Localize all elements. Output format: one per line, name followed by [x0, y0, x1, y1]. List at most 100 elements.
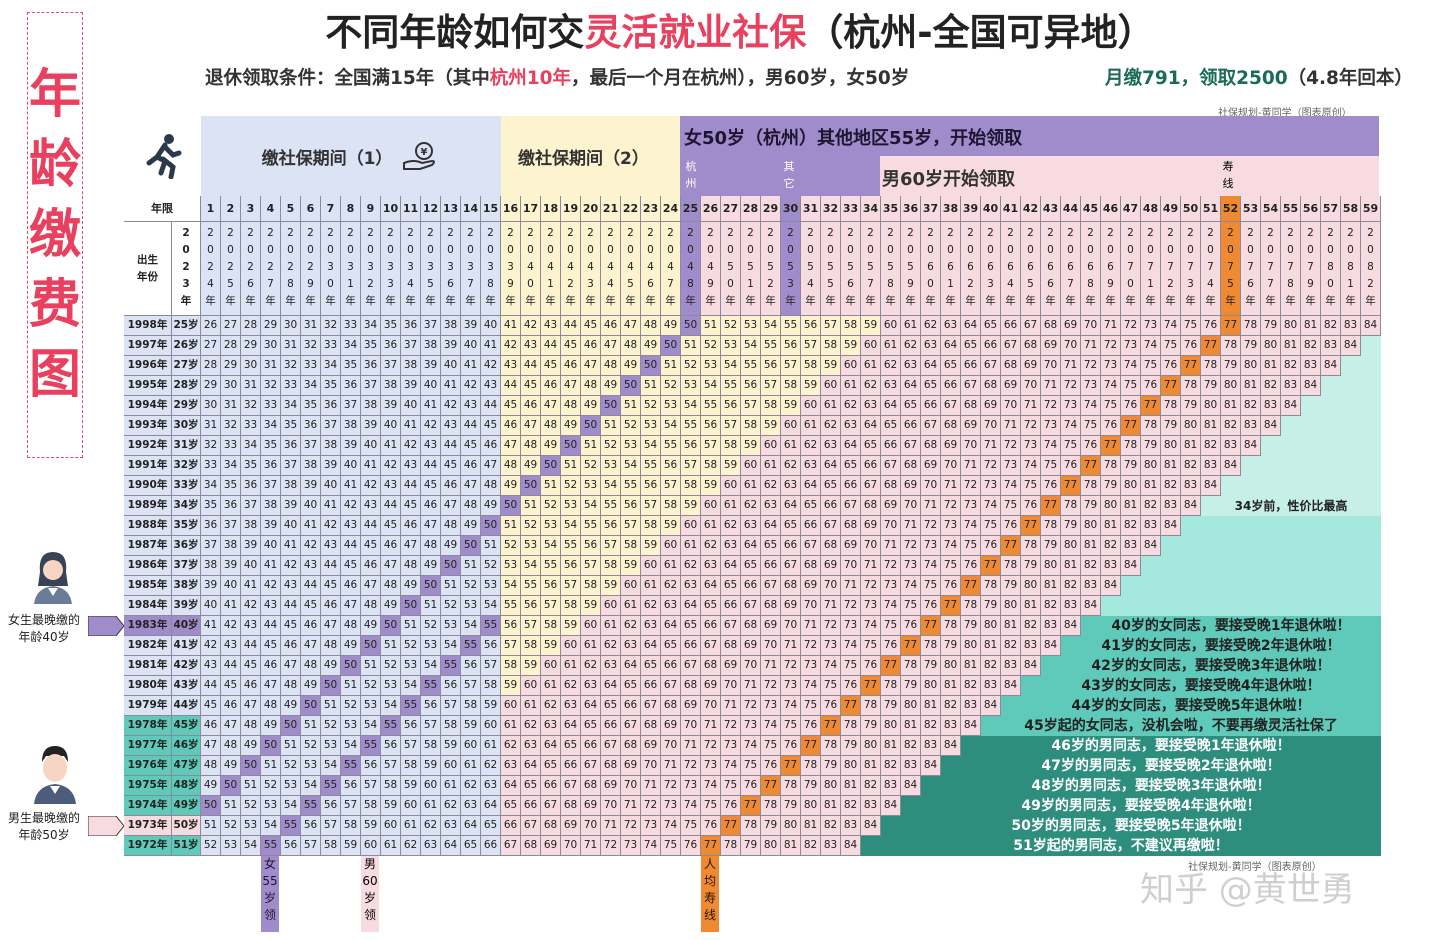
calendar-year-char: 年: [1165, 295, 1176, 307]
age-cell: 48: [401, 556, 421, 576]
age-cell: 56: [741, 376, 761, 396]
year-count: 4: [261, 196, 281, 222]
age-cell: 57: [321, 816, 341, 836]
fill-band: [881, 816, 1381, 836]
age-cell: 74: [1101, 376, 1121, 396]
age-cell: 51: [541, 476, 561, 496]
age-cell: 58: [761, 396, 781, 416]
age-cell: 60: [681, 516, 701, 536]
fill-band: [981, 716, 1381, 736]
age-cell: 48: [461, 496, 481, 516]
age-cell: 50: [441, 556, 461, 576]
age-cell: 53: [381, 676, 401, 696]
age-cell: 52: [501, 536, 521, 556]
age-cell: 39: [441, 336, 461, 356]
birth-year-label: 1992年: [124, 436, 172, 456]
age-cell: 45: [201, 696, 221, 716]
age-cell: 62: [741, 496, 761, 516]
age-cell: 48: [561, 396, 581, 416]
age-cell: 65: [621, 676, 641, 696]
age-cell: 55: [761, 336, 781, 356]
age-cell: 61: [801, 416, 821, 436]
age-cell: 70: [1061, 336, 1081, 356]
age-cell: 82: [961, 676, 981, 696]
age-cell: 76: [1101, 416, 1121, 436]
age-cell: 61: [841, 376, 861, 396]
calendar-year-char: 3: [407, 261, 414, 273]
calendar-year-char: 年: [1025, 295, 1036, 307]
age-cell: 62: [801, 436, 821, 456]
age-cell: 78: [781, 776, 801, 796]
calendar-year-char: 5: [1227, 278, 1234, 290]
calendar-year-char: 2: [1167, 278, 1174, 290]
age-cell: 69: [701, 676, 721, 696]
age-cell: 83: [981, 676, 1001, 696]
age-cell: 76: [781, 736, 801, 756]
age-label: 41岁: [172, 636, 201, 656]
calendar-year-char: 9: [907, 278, 914, 290]
male-pointer: [87, 815, 125, 837]
calendar-year-char: 0: [1087, 244, 1094, 256]
age-cell: 37: [341, 396, 361, 416]
age-cell: 34: [241, 436, 261, 456]
age-label: 35岁: [172, 516, 201, 536]
age-cell: 66: [741, 576, 761, 596]
age-cell: 31: [301, 316, 321, 336]
age-cell: 66: [701, 616, 721, 636]
age-cell: 54: [761, 316, 781, 336]
age-cell: 69: [821, 556, 841, 576]
age-cell: 46: [521, 396, 541, 416]
age-cell: 64: [761, 516, 781, 536]
age-cell: 80: [1001, 596, 1021, 616]
age-cell: 71: [1001, 416, 1021, 436]
age-cell: 76: [681, 836, 701, 856]
age-cell: 56: [701, 416, 721, 436]
year-count: 38: [941, 196, 961, 222]
age-cell: 78: [901, 656, 921, 676]
age-cell: 84: [1201, 476, 1221, 496]
age-cell: 68: [621, 736, 641, 756]
age-cell: 84: [941, 736, 961, 756]
age-cell: 77: [881, 656, 901, 676]
calendar-year-char: 年: [985, 295, 996, 307]
age-cell: 32: [221, 416, 241, 436]
age-cell: 63: [741, 516, 761, 536]
birth-year-label: 1985年: [124, 576, 172, 596]
calendar-year-char: 年: [785, 295, 796, 307]
year-count: 27: [721, 196, 741, 222]
age-cell: 35: [281, 416, 301, 436]
age-cell: 73: [661, 796, 681, 816]
age-cell: 56: [801, 316, 821, 336]
age-cell: 60: [741, 456, 761, 476]
age-cell: 68: [881, 476, 901, 496]
money-hand-icon: ¥: [403, 142, 436, 170]
age-cell: 77: [721, 816, 741, 836]
age-cell: 43: [261, 596, 281, 616]
calendar-year-char: 1: [947, 278, 954, 290]
calendar-year-char: 2: [967, 278, 974, 290]
age-cell: 58: [341, 816, 361, 836]
age-cell: 51: [481, 536, 501, 556]
age-cell: 60: [541, 656, 561, 676]
age-label: 34岁: [172, 496, 201, 516]
age-cell: 68: [521, 836, 541, 856]
calendar-year-char: 2: [947, 227, 954, 239]
calendar-year-char: 0: [527, 278, 534, 290]
age-cell: 38: [261, 496, 281, 516]
age-cell: 68: [681, 676, 701, 696]
age-cell: 56: [521, 596, 541, 616]
age-cell: 83: [1001, 656, 1021, 676]
age-cell: 74: [641, 836, 661, 856]
age-cell: 80: [1201, 396, 1221, 416]
age-cell: 30: [261, 336, 281, 356]
age-cell: 45: [481, 416, 501, 436]
age-cell: 83: [1101, 556, 1121, 576]
birth-year-label: 1997年: [124, 336, 172, 356]
age-cell: 54: [501, 576, 521, 596]
age-cell: 67: [641, 696, 661, 716]
age-cell: 47: [221, 716, 241, 736]
age-cell: 32: [301, 336, 321, 356]
age-cell: 50: [481, 516, 501, 536]
age-cell: 73: [1041, 416, 1061, 436]
